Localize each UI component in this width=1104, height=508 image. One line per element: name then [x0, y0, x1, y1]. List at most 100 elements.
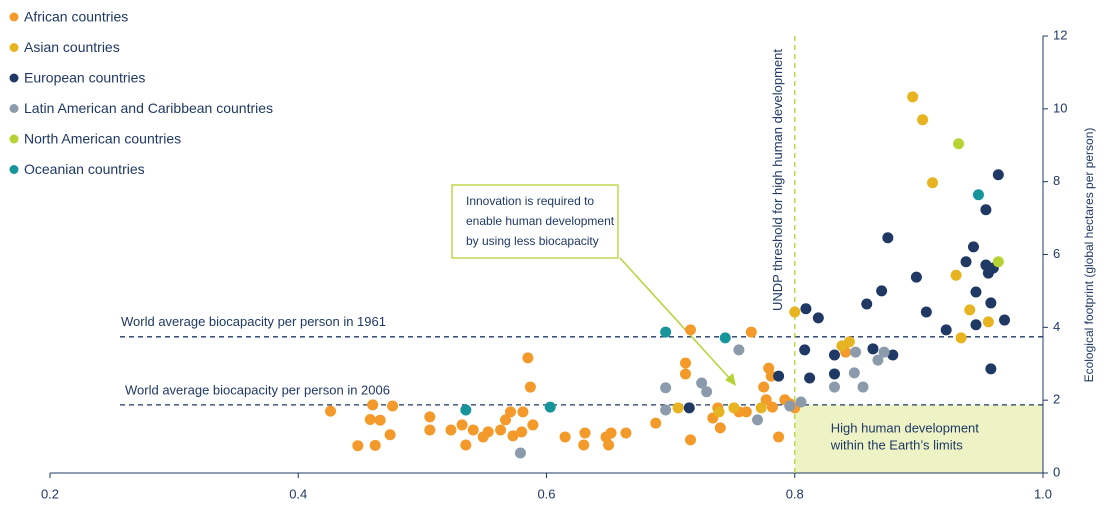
- point: [495, 424, 507, 436]
- reference-label: World average biocapacity per person in …: [121, 314, 386, 329]
- legend-swatch: [9, 12, 19, 22]
- point: [752, 414, 764, 426]
- point: [467, 424, 479, 436]
- point: [603, 439, 615, 451]
- point: [660, 404, 672, 416]
- point: [967, 241, 979, 253]
- point: [482, 426, 494, 438]
- point: [733, 344, 745, 356]
- point: [850, 346, 862, 358]
- legend-swatch: [9, 43, 19, 52]
- point: [985, 363, 997, 375]
- point: [684, 324, 696, 336]
- point: [950, 269, 962, 281]
- region: [794, 404, 1043, 473]
- legend-label: Asian countries: [24, 39, 120, 55]
- point: [800, 303, 812, 315]
- point: [795, 396, 807, 408]
- point: [680, 357, 692, 369]
- point: [559, 431, 571, 443]
- point: [696, 377, 708, 389]
- point: [848, 367, 860, 379]
- point: [517, 406, 529, 418]
- point: [828, 349, 840, 361]
- x-tick-label: 0.2: [41, 486, 59, 501]
- point: [660, 326, 672, 338]
- point: [985, 297, 997, 309]
- point: [516, 426, 528, 438]
- reference-label: World average biocapacity per person in …: [125, 382, 390, 397]
- point: [460, 439, 472, 451]
- point: [387, 400, 399, 412]
- point: [507, 430, 519, 442]
- point: [882, 232, 894, 244]
- point: [927, 177, 939, 189]
- point: [719, 332, 731, 344]
- callout-text: enable human development: [466, 214, 615, 228]
- y-tick-label: 2: [1053, 392, 1060, 407]
- x-tick-label: 0.4: [289, 486, 307, 501]
- point: [758, 381, 770, 393]
- point: [445, 424, 457, 436]
- point: [740, 406, 752, 418]
- point: [876, 285, 888, 297]
- point: [982, 316, 994, 328]
- point: [460, 404, 472, 416]
- point: [773, 431, 785, 443]
- point: [369, 439, 381, 451]
- point: [972, 189, 984, 201]
- point: [970, 286, 982, 298]
- point: [789, 306, 801, 318]
- point: [745, 326, 757, 338]
- point: [325, 405, 337, 417]
- point: [384, 429, 396, 441]
- point: [701, 386, 713, 398]
- point: [992, 169, 1004, 181]
- point: [605, 427, 617, 439]
- y-tick-label: 0: [1053, 464, 1060, 479]
- point: [527, 419, 539, 431]
- point: [755, 402, 767, 414]
- callout-text: by using less biocapacity: [466, 234, 599, 248]
- point: [784, 400, 796, 412]
- threshold-label: UNDP threshold for high human developmen…: [770, 49, 785, 311]
- point: [955, 332, 967, 344]
- y-tick-label: 4: [1053, 319, 1060, 334]
- point: [713, 406, 725, 418]
- legend-swatch: [9, 165, 19, 174]
- point: [980, 204, 992, 216]
- y-axis-label: Ecological footprint (global hectares pe…: [1082, 128, 1096, 383]
- point: [544, 401, 556, 413]
- point: [828, 381, 840, 393]
- point: [907, 91, 919, 103]
- point: [456, 419, 468, 431]
- x-tick-label: 0.8: [786, 486, 804, 501]
- region-label: within the Earth’s limits: [830, 437, 963, 452]
- point: [812, 312, 824, 324]
- region-label: High human development: [831, 420, 980, 435]
- legend-label: Latin American and Caribbean countries: [24, 100, 273, 116]
- point: [960, 256, 972, 268]
- point: [843, 336, 855, 348]
- point: [920, 306, 932, 318]
- point: [953, 138, 965, 150]
- legend-label: African countries: [24, 9, 128, 25]
- point: [878, 346, 890, 358]
- point: [367, 399, 379, 411]
- point: [804, 372, 816, 384]
- point: [887, 349, 899, 361]
- legend-label: Oceanian countries: [24, 161, 145, 177]
- point: [760, 394, 772, 406]
- point: [714, 422, 726, 434]
- y-tick-label: 8: [1053, 173, 1060, 188]
- point: [828, 368, 840, 380]
- point: [970, 319, 982, 331]
- point: [773, 370, 785, 382]
- point: [940, 324, 952, 336]
- point: [424, 424, 436, 436]
- point: [766, 401, 778, 413]
- legend-swatch: [9, 73, 19, 83]
- point: [910, 271, 922, 283]
- legend-swatch: [9, 104, 19, 113]
